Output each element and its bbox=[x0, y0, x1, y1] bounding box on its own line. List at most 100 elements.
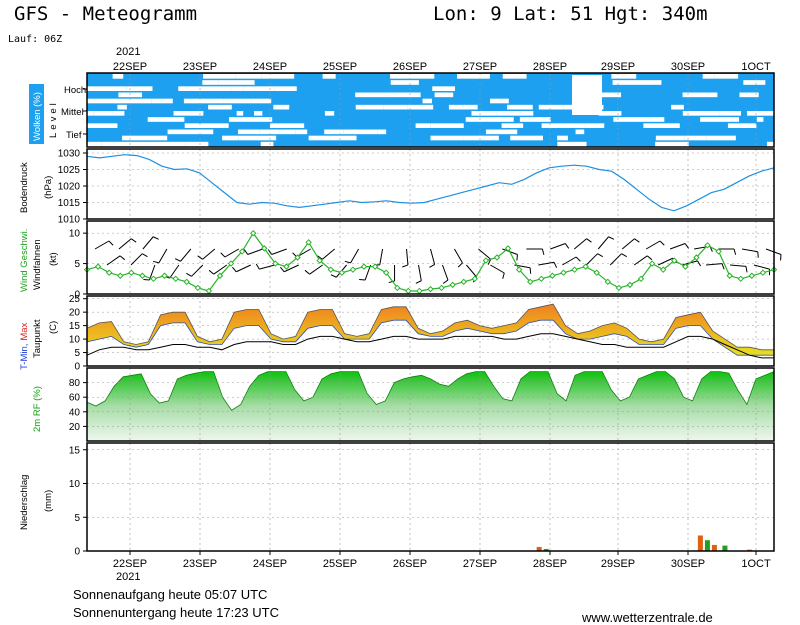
cloud-gap bbox=[448, 104, 478, 110]
precip-bar bbox=[536, 546, 542, 551]
wind-barb bbox=[94, 240, 110, 250]
wind-barb bbox=[169, 264, 180, 279]
cloud-gap bbox=[222, 135, 239, 141]
cloud-gap bbox=[87, 98, 130, 104]
cloud-background bbox=[87, 73, 774, 147]
cloud-gap bbox=[259, 129, 280, 135]
date-label-bottom: 1OCT bbox=[741, 558, 771, 570]
precip-ytick-label: 15 bbox=[69, 445, 81, 456]
wind-ylabel2: Windfahnen bbox=[32, 239, 43, 290]
pressure-ytick-label: 1015 bbox=[58, 198, 81, 209]
date-label-bottom: 26SEP bbox=[393, 558, 427, 570]
wind-barb-feather bbox=[152, 260, 160, 264]
date-label-top: 22SEP bbox=[113, 61, 147, 73]
pressure-ytick-label: 1010 bbox=[58, 215, 81, 226]
cloud-gap bbox=[231, 86, 244, 91]
wind-speed-point bbox=[704, 242, 711, 249]
wind-speed-point bbox=[493, 254, 501, 261]
wind-barb bbox=[158, 248, 168, 264]
cloud-gap bbox=[295, 129, 308, 135]
cloud-gap bbox=[218, 80, 255, 85]
cloud-gap bbox=[112, 74, 124, 79]
wind-barb-feather bbox=[487, 259, 492, 265]
cloud-gap bbox=[251, 98, 272, 104]
wind-barb bbox=[669, 243, 686, 250]
cloud-gap bbox=[766, 141, 774, 147]
temp-frame bbox=[86, 295, 775, 367]
date-label-top: 27SEP bbox=[463, 61, 497, 73]
wind-speed-point bbox=[139, 272, 146, 279]
wind-speed-point bbox=[482, 257, 490, 264]
cloud-gap bbox=[746, 111, 774, 116]
wind-speed-point bbox=[671, 257, 678, 264]
wind-speed-point bbox=[438, 284, 445, 292]
wind-barb-feather bbox=[344, 260, 351, 264]
pressure-line bbox=[86, 154, 775, 212]
cloud-gap bbox=[322, 74, 336, 79]
cloud-gap bbox=[702, 74, 715, 79]
wind-barb-feather bbox=[516, 254, 518, 261]
wind-speed-point bbox=[128, 269, 135, 276]
cloud-gap bbox=[377, 129, 387, 135]
cloud-gap bbox=[318, 135, 357, 141]
humidity-ytick-label: 80 bbox=[69, 378, 81, 389]
cloud-gap bbox=[228, 117, 273, 122]
wind-speed-point bbox=[460, 278, 467, 286]
temp-range-area bbox=[87, 304, 774, 356]
cloud-gap bbox=[432, 86, 442, 91]
date-axis-top: 22SEP 23SEP 24SEP 25SEP 26SEP 27SEP 28SEP 29SEP… bbox=[113, 61, 771, 73]
wind-speed-point bbox=[150, 275, 157, 282]
cloud-level-label: Mittel bbox=[61, 107, 84, 118]
wind-barb bbox=[309, 264, 323, 275]
wind-speed-point bbox=[593, 269, 600, 276]
wind-barb-feather bbox=[442, 279, 449, 284]
cloud-gap bbox=[585, 123, 605, 128]
cloud-gap bbox=[324, 129, 344, 135]
cloud-gap bbox=[184, 123, 229, 128]
wind-barb-feather bbox=[119, 255, 126, 261]
wind-frame bbox=[86, 220, 775, 295]
cloud-ylabel-text: Wolken (%) bbox=[32, 92, 43, 141]
wind-barb bbox=[271, 248, 287, 255]
humidity-frame bbox=[86, 367, 775, 442]
wind-barb bbox=[466, 264, 478, 278]
wind-speed-point bbox=[527, 278, 534, 286]
cloud-gap bbox=[167, 129, 214, 135]
site-credit: www.wetterzentrale.de bbox=[581, 610, 713, 625]
wind-barb bbox=[202, 248, 216, 260]
wind-speed-point bbox=[571, 266, 578, 273]
cloud-gap bbox=[87, 141, 102, 147]
cloud-gap bbox=[387, 92, 421, 98]
wind-speed-point bbox=[349, 266, 357, 273]
cloud-gap bbox=[507, 104, 533, 110]
date-label-top: 24SEP bbox=[253, 61, 287, 73]
wind-barb-feather bbox=[255, 263, 260, 270]
date-label-bottom: 29SEP bbox=[601, 558, 635, 570]
cloud-gap bbox=[87, 123, 118, 128]
wind-speed-point bbox=[327, 266, 334, 273]
wind-speed-point bbox=[360, 263, 368, 270]
temp-ytick-label: 5 bbox=[74, 348, 80, 359]
cloud-gap bbox=[87, 86, 127, 91]
cloud-gap bbox=[682, 92, 692, 98]
wind-speed-point bbox=[205, 287, 213, 295]
cloud-gap bbox=[538, 104, 564, 110]
cloud-gap bbox=[274, 86, 297, 91]
wind-barb-feather bbox=[304, 269, 310, 275]
wind-barb-feather bbox=[388, 280, 395, 284]
cloud-gap bbox=[496, 111, 534, 116]
wind-speed-point bbox=[183, 278, 190, 286]
wind-speed-point bbox=[626, 281, 634, 289]
wind-barb-feather bbox=[143, 279, 150, 281]
cloud-gap bbox=[390, 74, 435, 79]
cloud-gap bbox=[146, 141, 186, 147]
cloud-gap bbox=[719, 111, 741, 116]
wind-barb bbox=[418, 264, 422, 281]
cloud-gap bbox=[575, 129, 585, 135]
year-label-bottom: 2021 bbox=[116, 571, 140, 583]
cloud-gap bbox=[254, 111, 263, 116]
humidity-line bbox=[86, 371, 775, 411]
cloud-gap bbox=[223, 98, 252, 104]
cloud-gap bbox=[655, 135, 674, 141]
wind-speed-point bbox=[238, 248, 246, 255]
